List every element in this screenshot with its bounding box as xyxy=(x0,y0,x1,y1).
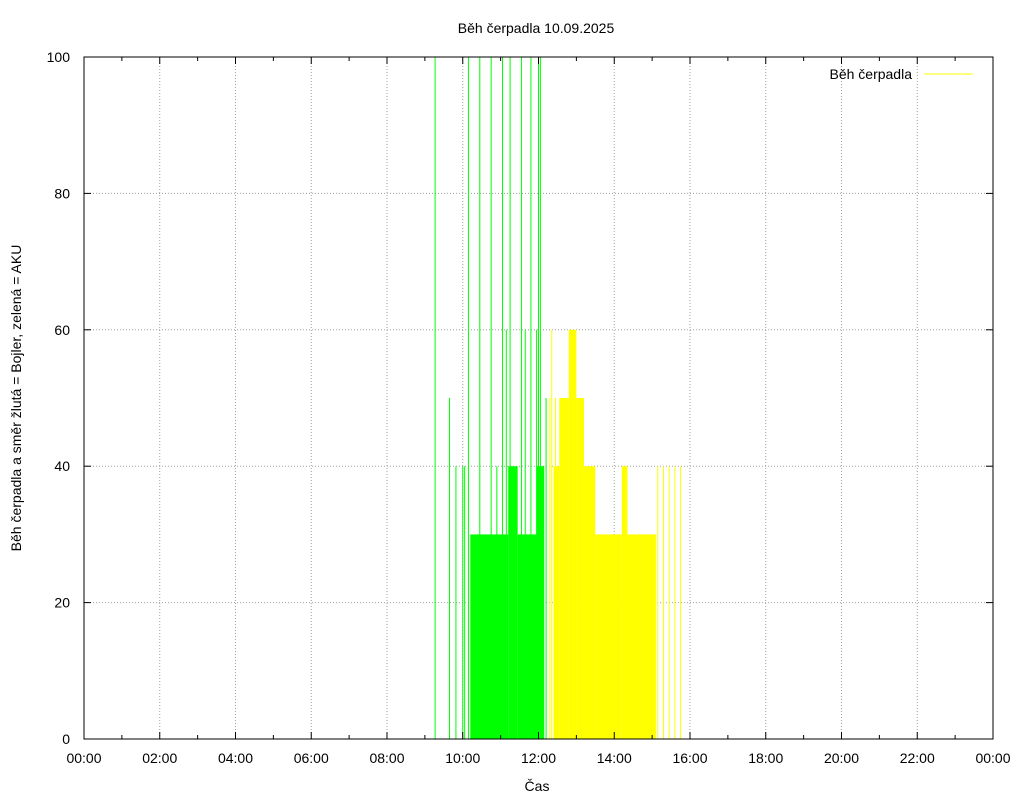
x-tick-label: 22:00 xyxy=(900,750,935,766)
y-tick-label: 40 xyxy=(54,458,70,474)
x-axis-label: Čas xyxy=(525,778,550,794)
data-bar xyxy=(595,534,622,739)
x-tick-label: 06:00 xyxy=(294,750,329,766)
x-tick-label: 04:00 xyxy=(218,750,253,766)
y-tick-label: 60 xyxy=(54,322,70,338)
y-axis-label: Běh čerpadla a směr žlutá = Bojler, zele… xyxy=(8,245,24,552)
plot-area xyxy=(434,57,682,739)
x-tick-label: 18:00 xyxy=(748,750,783,766)
y-tick-label: 100 xyxy=(47,49,71,65)
data-bar xyxy=(568,329,577,739)
data-bar xyxy=(553,466,560,739)
data-bar xyxy=(559,398,569,739)
x-tick-label: 20:00 xyxy=(824,750,859,766)
x-tick-label: 12:00 xyxy=(521,750,556,766)
x-tick-label: 02:00 xyxy=(142,750,177,766)
axis-ticks: 00:00 02:00 04:00 06:00 08:00 10:00 12:00 14:00… xyxy=(47,49,1011,766)
y-tick-label: 0 xyxy=(62,731,70,747)
y-tick-label: 20 xyxy=(54,595,70,611)
x-tick-label: 08:00 xyxy=(369,750,404,766)
x-tick-label: 00:00 xyxy=(66,750,101,766)
x-tick-label: 16:00 xyxy=(672,750,707,766)
y-tick-label: 80 xyxy=(54,185,70,201)
data-bar xyxy=(576,398,584,739)
data-bar xyxy=(621,466,628,739)
series-bojler xyxy=(549,329,682,739)
series-aku xyxy=(434,57,547,739)
x-tick-label: 14:00 xyxy=(597,750,632,766)
data-bar xyxy=(517,534,537,739)
data-bar xyxy=(627,534,656,739)
x-tick-label: 00:00 xyxy=(975,750,1010,766)
x-tick-label: 10:00 xyxy=(445,750,480,766)
data-bar xyxy=(508,466,518,739)
legend: Běh čerpadla xyxy=(829,66,973,82)
legend-label: Běh čerpadla xyxy=(829,66,912,82)
chart-title: Běh čerpadla 10.09.2025 xyxy=(458,20,615,36)
data-bar xyxy=(470,534,497,739)
